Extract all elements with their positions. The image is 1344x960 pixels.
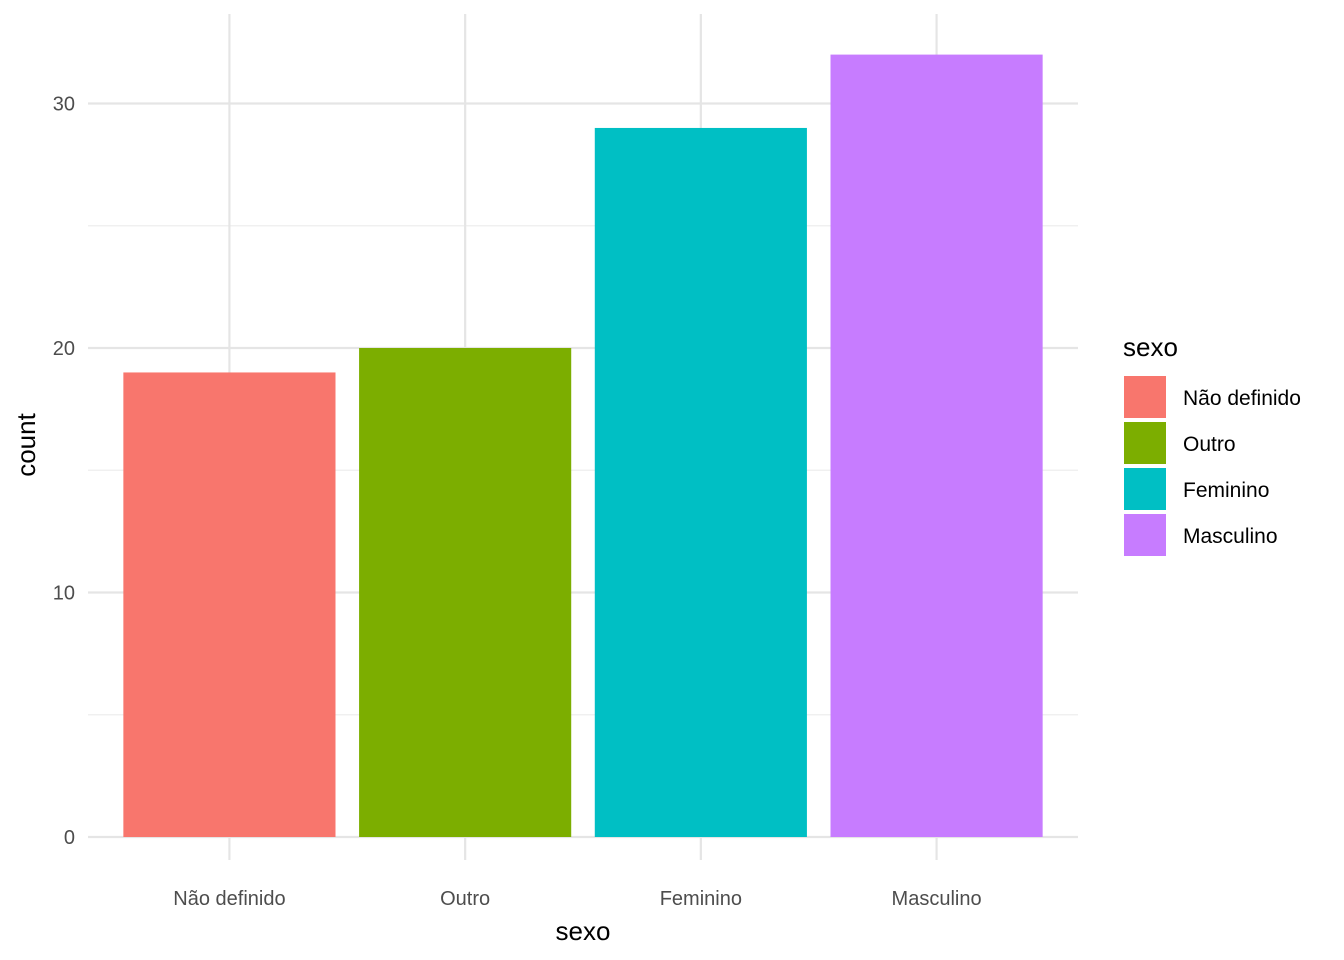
legend: sexo Não definido Outro Feminino Masculino <box>1123 332 1301 556</box>
legend-label: Feminino <box>1183 479 1269 502</box>
x-tick-label: Feminino <box>660 888 742 910</box>
y-tick-label: 30 <box>53 94 75 116</box>
x-tick-label: Masculino <box>892 888 982 910</box>
legend-key <box>1124 468 1166 510</box>
legend-label: Outro <box>1183 433 1236 456</box>
y-tick-label: 0 <box>64 827 75 849</box>
legend-title: sexo <box>1123 332 1178 362</box>
bar <box>123 372 336 837</box>
legend-key <box>1124 376 1166 418</box>
x-axis-title: sexo <box>556 916 611 946</box>
bars <box>123 54 1043 838</box>
bar <box>359 348 572 837</box>
legend-key <box>1124 422 1166 464</box>
legend-label: Masculino <box>1183 525 1278 548</box>
y-tick-label: 20 <box>53 338 75 360</box>
x-axis-ticks: Não definido Outro Feminino Masculino <box>173 888 981 910</box>
legend-key <box>1124 514 1166 556</box>
x-tick-label: Não definido <box>173 888 285 910</box>
y-tick-label: 10 <box>53 583 75 605</box>
legend-label: Não definido <box>1183 387 1301 410</box>
legend-items: Não definido Outro Feminino Masculino <box>1124 376 1301 556</box>
y-axis-ticks: 0 10 20 30 <box>53 94 75 850</box>
bar <box>830 54 1043 838</box>
x-tick-label: Outro <box>440 888 490 910</box>
y-axis-title: count <box>11 412 41 476</box>
bar <box>594 127 807 837</box>
